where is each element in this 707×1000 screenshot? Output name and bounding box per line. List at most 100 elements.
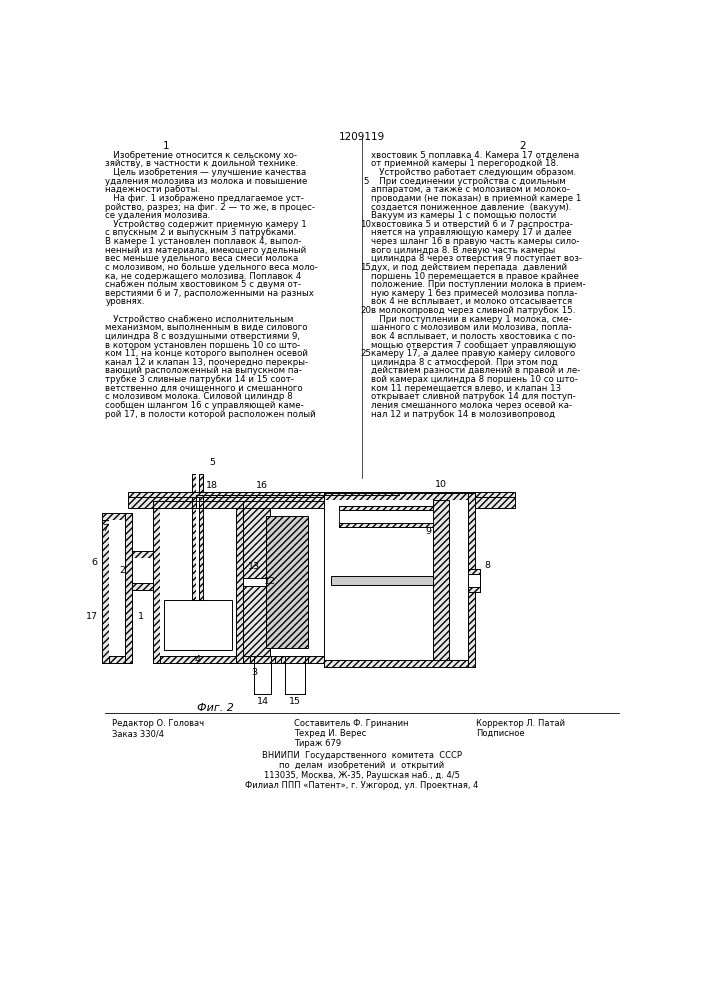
Text: 7: 7 <box>103 524 108 533</box>
Text: 20: 20 <box>361 306 371 315</box>
Bar <box>468 569 480 574</box>
Bar <box>250 656 255 663</box>
Bar <box>103 656 132 663</box>
Text: действием разности давлений в правой и ле-: действием разности давлений в правой и л… <box>371 366 580 375</box>
Text: механизмом, выполненным в виде силового: механизмом, выполненным в виде силового <box>105 323 308 332</box>
Text: ления смешанного молока через осевой ка-: ления смешанного молока через осевой ка- <box>371 401 573 410</box>
Text: 10: 10 <box>435 480 447 489</box>
Text: Тираж 679: Тираж 679 <box>293 739 341 748</box>
Text: ком 11, на конце которого выполнен осевой: ком 11, на конце которого выполнен осево… <box>105 349 308 358</box>
Text: через шланг 16 в правую часть камеры сило-: через шланг 16 в правую часть камеры сил… <box>371 237 580 246</box>
Text: Подписное: Подписное <box>476 729 525 738</box>
Text: 15: 15 <box>361 263 371 272</box>
Text: хвостовик 5 поплавка 4. Камера 17 отделена: хвостовик 5 поплавка 4. Камера 17 отделе… <box>371 151 580 160</box>
Text: ненный из материала, имеющего удельный: ненный из материала, имеющего удельный <box>105 246 307 255</box>
Bar <box>324 660 475 667</box>
Text: верстиями 6 и 7, расположенными на разных: верстиями 6 и 7, расположенными на разны… <box>105 289 315 298</box>
Text: вого цилиндра 8. В левую часть камеры: вого цилиндра 8. В левую часть камеры <box>371 246 556 255</box>
Text: надежности работы.: надежности работы. <box>105 185 201 194</box>
Bar <box>103 513 110 663</box>
Text: ветственно для очищенного и смешанного: ветственно для очищенного и смешанного <box>105 384 303 393</box>
Text: ком 11 перемещается влево, и клапан 13: ком 11 перемещается влево, и клапан 13 <box>371 384 561 393</box>
Text: снабжен полым хвостовиком 5 с двумя от-: снабжен полым хвостовиком 5 с двумя от- <box>105 280 301 289</box>
Text: мощью отверстия 7 сообщает управляющую: мощью отверстия 7 сообщает управляющую <box>371 341 576 350</box>
Bar <box>433 500 449 660</box>
Bar <box>160 508 235 656</box>
Bar <box>128 492 515 497</box>
Text: 1: 1 <box>138 612 144 621</box>
Bar <box>153 656 243 663</box>
Text: Заказ 330/4: Заказ 330/4 <box>112 729 163 738</box>
Text: 12: 12 <box>264 578 276 586</box>
Bar <box>132 583 153 590</box>
Text: Корректор Л. Патай: Корректор Л. Патай <box>476 719 565 728</box>
Text: цилиндра 8 с воздушными отверстиями 9,: цилиндра 8 с воздушными отверстиями 9, <box>105 332 300 341</box>
Bar <box>153 501 160 663</box>
Text: с впускным 2 и выпускным 3 патрубками.: с впускным 2 и выпускным 3 патрубками. <box>105 228 297 237</box>
Text: 13: 13 <box>248 562 260 571</box>
Text: няется на управляющую камеру 17 и далее: няется на управляющую камеру 17 и далее <box>371 228 572 237</box>
Text: 5: 5 <box>209 458 216 467</box>
Text: 5: 5 <box>363 177 368 186</box>
Text: ка, не содержащего молозива. Поплавок 4: ка, не содержащего молозива. Поплавок 4 <box>105 272 302 281</box>
Text: камеру 17, а далее правую камеру силового: камеру 17, а далее правую камеру силовог… <box>371 349 575 358</box>
Bar <box>468 587 480 592</box>
Text: Изобретение относится к сельскому хо-: Изобретение относится к сельскому хо- <box>105 151 298 160</box>
Bar <box>199 497 203 508</box>
Bar <box>243 501 324 508</box>
Text: 4: 4 <box>194 654 201 664</box>
Bar <box>132 551 153 558</box>
Text: канал 12 и клапан 13, поочередно перекры-: канал 12 и клапан 13, поочередно перекры… <box>105 358 308 367</box>
Bar <box>305 656 308 663</box>
Text: вес меньше удельного веса смеси молока: вес меньше удельного веса смеси молока <box>105 254 298 263</box>
Text: вой камерах цилиндра 8 поршень 10 со што-: вой камерах цилиндра 8 поршень 10 со што… <box>371 375 578 384</box>
Text: 6: 6 <box>92 558 98 567</box>
Bar <box>192 497 196 508</box>
Text: положение. При поступлении молока в прием-: положение. При поступлении молока в прие… <box>371 280 586 289</box>
Text: уровнях.: уровнях. <box>105 297 145 306</box>
Text: проводами (не показан) в приемной камере 1: проводами (не показан) в приемной камере… <box>371 194 582 203</box>
Text: 2: 2 <box>119 566 125 575</box>
Bar <box>192 497 203 508</box>
Text: по  делам  изобретений  и  открытий: по делам изобретений и открытий <box>279 761 445 770</box>
Text: 8: 8 <box>484 561 491 570</box>
Text: 18: 18 <box>206 481 218 490</box>
Bar <box>243 508 270 578</box>
Text: сообщен шлангом 16 с управляющей каме-: сообщен шлангом 16 с управляющей каме- <box>105 401 304 410</box>
Text: с молозивом молока. Силовой цилиндр 8: с молозивом молока. Силовой цилиндр 8 <box>105 392 293 401</box>
Text: 9: 9 <box>426 527 431 536</box>
Bar <box>125 513 132 663</box>
Text: се удаления молозива.: се удаления молозива. <box>105 211 211 220</box>
Text: На фиг. 1 изображено предлагаемое уст-: На фиг. 1 изображено предлагаемое уст- <box>105 194 304 203</box>
Text: Техред И. Верес: Техред И. Верес <box>293 729 366 738</box>
Text: Устройство снабжено исполнительным: Устройство снабжено исполнительным <box>105 315 294 324</box>
Text: Устройство работает следующим образом.: Устройство работает следующим образом. <box>371 168 576 177</box>
Text: Цель изобретения — улучшение качества: Цель изобретения — улучшение качества <box>105 168 307 177</box>
Text: 1: 1 <box>163 141 169 151</box>
Bar <box>339 506 433 527</box>
Text: рой 17, в полости которой расположен полый: рой 17, в полости которой расположен пол… <box>105 410 316 419</box>
Text: 3: 3 <box>251 668 257 677</box>
Text: Составитель Ф. Гринанин: Составитель Ф. Гринанин <box>293 719 408 728</box>
Text: ВНИИПИ  Государственного  комитета  СССР: ВНИИПИ Государственного комитета СССР <box>262 751 462 760</box>
Text: 14: 14 <box>257 697 269 706</box>
Bar <box>266 516 308 648</box>
Text: Вакуум из камеры 1 с помощью полости: Вакуум из камеры 1 с помощью полости <box>371 211 556 220</box>
Bar <box>199 474 203 600</box>
Text: Филиал ППП «Патент», г. Ужгород, ул. Проектная, 4: Филиал ППП «Патент», г. Ужгород, ул. Про… <box>245 781 479 790</box>
Bar <box>110 520 125 656</box>
Text: 17: 17 <box>86 612 98 621</box>
Bar <box>192 474 196 600</box>
Text: 2: 2 <box>519 141 526 151</box>
Bar <box>243 586 270 656</box>
Bar <box>271 656 275 663</box>
Text: удаления молозива из молока и повышение: удаления молозива из молока и повышение <box>105 177 308 186</box>
Text: аппаратом, а также с молозивом и молоко-: аппаратом, а также с молозивом и молоко- <box>371 185 570 194</box>
Bar <box>339 523 433 527</box>
Text: вок 4 не всплывает, и молоко отсасывается: вок 4 не всплывает, и молоко отсасываетс… <box>371 297 573 306</box>
Bar <box>468 569 480 592</box>
Bar <box>468 493 475 667</box>
Text: цилиндра 8 с атмосферой. При этом под: цилиндра 8 с атмосферой. При этом под <box>371 358 558 367</box>
Bar <box>132 558 153 583</box>
Text: хвостовика 5 и отверстий 6 и 7 распростра-: хвостовика 5 и отверстий 6 и 7 распростр… <box>371 220 573 229</box>
